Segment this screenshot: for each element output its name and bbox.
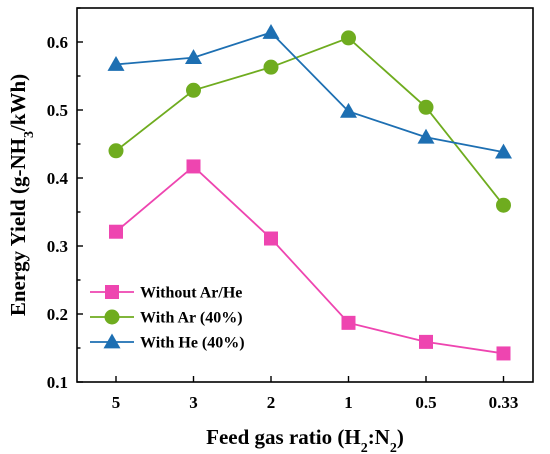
- data-point: [109, 224, 123, 239]
- data-point: [496, 346, 511, 361]
- series-line: [115, 31, 504, 154]
- x-tick-label: 3: [189, 393, 198, 412]
- legend-item: With He (40%): [90, 333, 245, 352]
- y-tick-label: 0.3: [47, 237, 68, 256]
- data-point: [418, 99, 434, 115]
- legend: Without Ar/He With Ar (40%) With He (40%): [90, 285, 245, 352]
- y-tick-label: 0.6: [47, 33, 68, 52]
- legend-label: With Ar (40%): [140, 310, 243, 327]
- data-point: [341, 30, 356, 46]
- y-axis-title: Energy Yield (g-NH3/kWh): [6, 74, 37, 316]
- series-0: [109, 159, 511, 361]
- series-1: [108, 30, 511, 213]
- legend-marker: [105, 285, 119, 299]
- legend-marker: [104, 309, 120, 325]
- x-tick-label: 5: [112, 393, 121, 412]
- x-tick-label: 1: [344, 393, 353, 412]
- axes: 0.1 0.2 0.3 0.4 0.5 0.6 5 3 2 1 0.5 0.33: [47, 7, 534, 412]
- data-point: [263, 59, 279, 75]
- y-tick-label: 0.4: [47, 169, 69, 188]
- x-tick-label: 0.33: [489, 393, 519, 412]
- data-point: [419, 334, 433, 349]
- data-point: [108, 143, 124, 159]
- data-point: [495, 143, 512, 159]
- legend-item: With Ar (40%): [90, 309, 243, 327]
- x-tick-label: 2: [267, 393, 276, 412]
- series-line: [115, 36, 505, 206]
- data-point: [496, 197, 511, 213]
- y-tick-label: 0.2: [47, 305, 68, 324]
- legend-marker: [103, 333, 121, 349]
- data-point: [186, 159, 201, 174]
- x-tick-label: 0.5: [415, 393, 436, 412]
- data-point: [341, 315, 356, 330]
- data-point: [264, 231, 278, 246]
- legend-item: Without Ar/He: [90, 285, 242, 302]
- data-point: [417, 128, 435, 144]
- series-layer: [107, 23, 512, 361]
- y-tick-label: 0.1: [47, 373, 68, 392]
- x-axis-title: Feed gas ratio (H2:N2): [206, 425, 404, 454]
- data-point: [340, 102, 357, 118]
- data-point: [262, 23, 280, 39]
- legend-label: Without Ar/He: [140, 285, 242, 302]
- series-2: [107, 23, 512, 159]
- data-point: [186, 82, 201, 98]
- plot-frame: [76, 7, 534, 383]
- series-line: [115, 165, 504, 355]
- data-point: [185, 49, 202, 65]
- data-point: [107, 55, 125, 71]
- legend-label: With He (40%): [140, 335, 245, 352]
- y-tick-label: 0.5: [47, 101, 68, 120]
